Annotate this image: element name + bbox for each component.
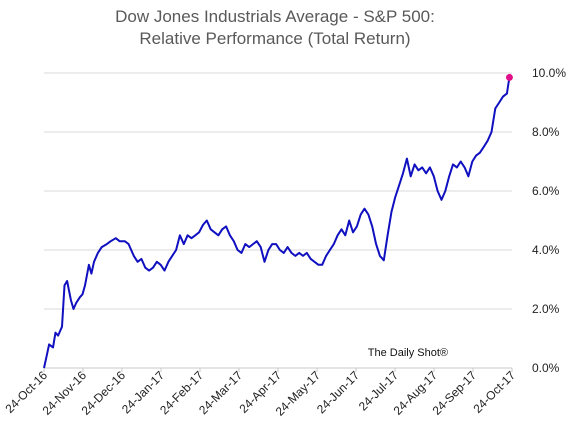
axes — [43, 367, 513, 372]
source-label: The Daily Shot® — [368, 347, 448, 359]
gridlines — [44, 72, 512, 310]
chart-title-line-1: Dow Jones Industrials Average - S&P 500: — [115, 7, 435, 26]
y-tick-label: 10.0% — [532, 66, 566, 80]
x-tick-label: 24-Jun-17 — [314, 368, 362, 416]
y-tick-label: 8.0% — [532, 125, 560, 139]
series-line — [43, 77, 511, 369]
chart-title: Dow Jones Industrials Average - S&P 500:… — [0, 6, 550, 50]
x-axis-ticks: 24-Oct-1624-Nov-1624-Dec-1624-Jan-1724-F… — [2, 368, 518, 419]
y-tick-label: 6.0% — [532, 184, 560, 198]
endpoint-marker — [505, 73, 513, 81]
x-tick-label: 24-Mar-17 — [196, 368, 245, 417]
y-tick-label: 2.0% — [532, 302, 560, 316]
y-tick-label: 4.0% — [532, 243, 560, 257]
chart-title-line-2: Relative Performance (Total Return) — [139, 29, 411, 48]
y-tick-label: 0.0% — [532, 361, 560, 375]
y-axis-ticks: 0.0% 2.0% 4.0% 6.0% 8.0% 10.0% — [532, 66, 566, 375]
x-tick-label: 24-Oct-17 — [470, 368, 518, 416]
